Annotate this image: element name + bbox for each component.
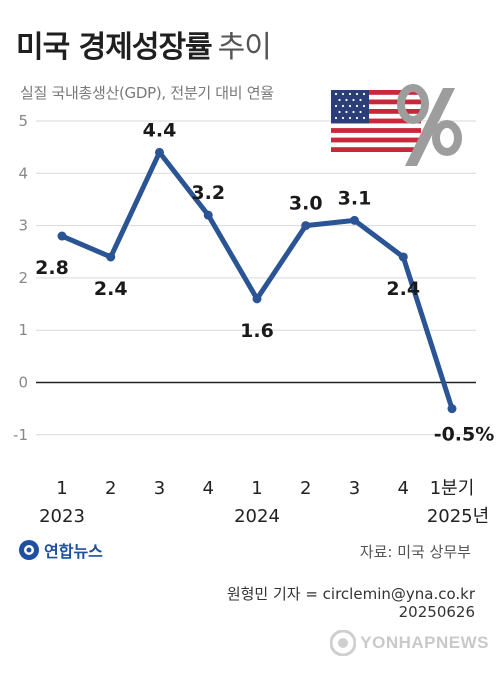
yonhap-logo: 연합뉴스: [18, 538, 103, 562]
percent-icon: [397, 84, 462, 166]
title-sub: 추이: [217, 30, 272, 65]
data-point: [301, 221, 311, 231]
data-label: 1.6: [240, 320, 274, 342]
data-label: -0.5%: [434, 424, 495, 446]
data-label: 3.0: [289, 193, 323, 215]
reporter-credit: 원형민 기자 = circlemin@yna.co.kr: [226, 585, 475, 603]
logo-text: 연합뉴스: [44, 542, 103, 561]
y-tick-label: 3: [18, 217, 28, 235]
x-tick-label: 4: [203, 478, 214, 499]
source-note: 자료: 미국 상무부: [359, 543, 471, 561]
data-point: [447, 404, 457, 414]
data-labels: 2.8 2.4 4.4 3.2 1.6 3.0 3.1 2.4 -0.5%: [35, 119, 494, 445]
x-tick-label: 1분기: [430, 478, 475, 499]
data-point: [57, 231, 67, 241]
y-tick-label: 5: [18, 112, 28, 130]
y-tick-label: 1: [18, 321, 28, 339]
y-tick-label: -1: [13, 426, 28, 444]
data-point: [398, 252, 408, 262]
data-point: [350, 215, 359, 225]
data-point: [155, 147, 164, 157]
x-tick-label: 1: [251, 478, 262, 499]
y-tick-label: 0: [18, 374, 28, 392]
data-point: [252, 294, 262, 304]
data-label: 2.4: [386, 278, 420, 300]
year-label: 2023: [39, 506, 85, 527]
data-point: [203, 210, 213, 220]
data-label: 2.8: [35, 257, 69, 279]
x-tick-label: 1: [56, 478, 67, 499]
year-label: 2025년: [427, 506, 489, 527]
watermark-logo-icon: [330, 630, 357, 656]
data-label: 3.1: [338, 187, 372, 209]
data-label: 3.2: [191, 182, 225, 204]
yonhapnews-watermark: YONHAPNEWS: [330, 630, 489, 656]
data-label: 2.4: [94, 278, 128, 300]
x-tick-label: 4: [398, 478, 409, 499]
y-tick-label: 4: [18, 164, 28, 182]
y-tick-label: 2: [18, 269, 28, 287]
x-tick-label: 2: [300, 478, 311, 499]
chart-subtitle: 실질 국내총생산(GDP), 전분기 대비 연율: [20, 84, 274, 102]
x-tick-label: 3: [154, 478, 165, 499]
data-point: [106, 252, 116, 262]
year-label: 2024: [234, 506, 280, 527]
x-tick-label: 3: [349, 478, 360, 499]
series-line-layer: [57, 147, 457, 414]
x-axis-ticks: 1 2 3 4 1 2 3 4 1분기 2023 2024 2025년: [39, 478, 489, 527]
watermark-text: YONHAPNEWS: [360, 633, 489, 652]
y-axis-ticks: 5 4 3 2 1 0 -1: [13, 112, 28, 444]
yonhap-logo-icon: [19, 540, 39, 560]
title-main: 미국 경제성장률: [16, 30, 213, 65]
date-code: 20250626: [398, 603, 475, 621]
chart-title: 미국 경제성장률 추이: [16, 22, 272, 66]
data-label: 4.4: [143, 119, 177, 141]
x-tick-label: 2: [105, 478, 116, 499]
